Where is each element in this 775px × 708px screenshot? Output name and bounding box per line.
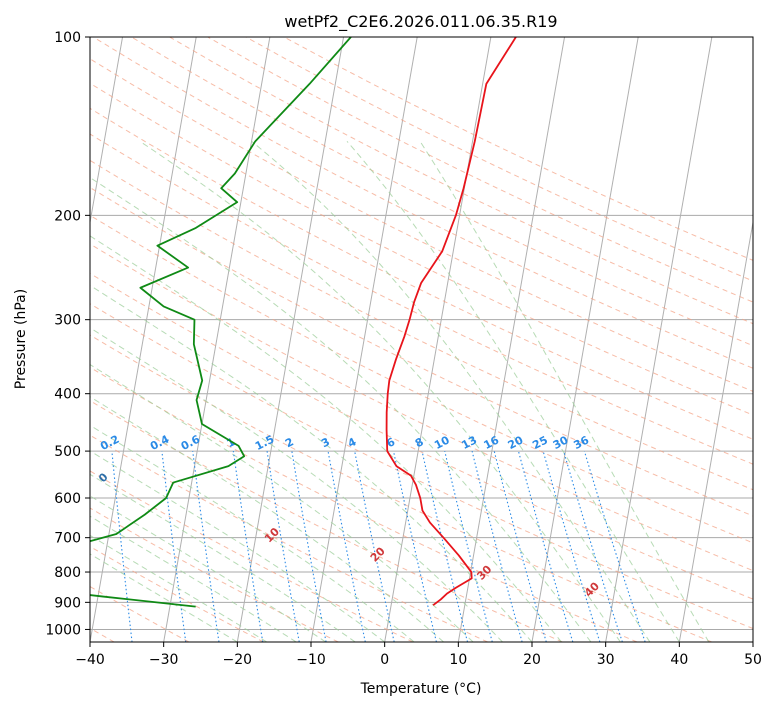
- y-tick-label: 500: [54, 444, 81, 460]
- y-tick-label: 700: [54, 531, 81, 547]
- dry-adiabat-line: [93, 37, 753, 369]
- moist-adiabat-line: [90, 495, 327, 642]
- plot-frame: [89, 36, 754, 643]
- dry-adiabat-line: [90, 303, 753, 630]
- dry-adiabat-line: [90, 400, 563, 642]
- x-tick-label: −40: [75, 652, 105, 668]
- dry-adiabat-line: [90, 272, 753, 600]
- y-tick-label: 800: [54, 565, 81, 581]
- x-tick-label: −10: [296, 652, 326, 668]
- mixing-ratio-line: [421, 450, 469, 642]
- temperature-profile-line: [385, 37, 517, 606]
- moist-adiabat-line: [90, 396, 444, 642]
- chart-title: wetPf2_C2E6.2026.011.06.35.R19: [284, 12, 557, 32]
- mixing-ratio-line: [327, 451, 366, 642]
- mixing-ratio-line: [354, 450, 395, 642]
- isotherm-line: [678, 219, 753, 642]
- mixing-ratio-label: 13: [459, 434, 479, 453]
- isotherm-line: [90, 37, 124, 226]
- moist-adiabat-line: [90, 515, 297, 642]
- mixing-ratio-line: [583, 450, 646, 642]
- dry-adiabat-line: [90, 159, 753, 491]
- pressure-grid: [90, 37, 753, 630]
- x-axis-ticks: −40 −30 −20 −10 0 10 20 30 40 50: [75, 642, 762, 668]
- isotherm-line: [384, 37, 492, 642]
- mixing-ratio-label: 25: [530, 434, 550, 453]
- mixing-ratio-line: [471, 450, 523, 642]
- moist-adiabat-line: [419, 141, 710, 642]
- moist-adiabat-line: [139, 140, 621, 642]
- dewpoint-profile-line: [90, 37, 352, 608]
- dry-adiabat-line: [90, 507, 339, 642]
- sounding-profiles: [90, 37, 517, 608]
- mixing-ratio-line: [232, 451, 264, 642]
- x-axis-label: Temperature (°C): [360, 681, 482, 697]
- mixing-ratio-line: [542, 450, 601, 642]
- dry-adiabat-line: [90, 107, 753, 440]
- dry-adiabat-line: [90, 470, 414, 642]
- y-axis-ticks: 100 200 300 400 500 600 700 800 900 1000: [45, 30, 90, 638]
- mixing-ratio-line: [111, 451, 133, 642]
- moist-adiabat-line: [90, 235, 562, 642]
- isotherm-line: [90, 37, 197, 642]
- y-tick-label: 600: [54, 491, 81, 507]
- moist-adiabat-line: [90, 553, 238, 642]
- moist-adiabat-line: [90, 534, 268, 642]
- x-tick-label: −20: [223, 652, 253, 668]
- dry-adiabats: [90, 37, 753, 642]
- y-tick-label: 900: [54, 595, 81, 611]
- mixing-ratio-label: 16: [482, 433, 502, 452]
- mixing-ratio-line: [517, 450, 574, 642]
- moist-adiabat-line: [90, 284, 533, 642]
- y-tick-label: 1000: [45, 622, 81, 638]
- mixing-ratio-label: 10: [432, 433, 452, 452]
- x-tick-label: 20: [523, 652, 541, 668]
- dry-adiabat-line: [169, 37, 753, 325]
- dry-adiabat-line: [90, 243, 753, 572]
- x-tick-label: 0: [380, 652, 389, 668]
- x-tick-label: 40: [670, 652, 688, 668]
- mixing-ratio-label: 30: [551, 433, 571, 452]
- moist-adiabat-line: [251, 140, 651, 642]
- y-tick-label: 100: [54, 30, 81, 46]
- moist-adiabat-line: [90, 176, 592, 642]
- y-tick-label: 300: [54, 313, 81, 329]
- y-tick-label: 400: [54, 387, 81, 403]
- isotherm-line: [236, 37, 345, 642]
- mixing-ratio-line: [563, 450, 623, 642]
- moist-adiabat-line: [90, 327, 503, 642]
- isotherm-line: [163, 37, 271, 642]
- x-tick-label: 10: [449, 652, 467, 668]
- mixing-ratio-line: [444, 450, 493, 642]
- mixing-ratio-label: 36: [572, 433, 592, 452]
- mixing-ratio-line: [192, 451, 220, 642]
- x-tick-label: −30: [149, 652, 179, 668]
- moist-adiabats: [90, 140, 710, 642]
- dry-adiabat-line: [90, 434, 488, 642]
- y-tick-label: 200: [54, 208, 81, 224]
- dry-adiabat-line: [90, 82, 753, 416]
- mixing-ratio-label: 20: [506, 433, 526, 452]
- x-tick-label: 50: [744, 652, 762, 668]
- isotherm-line: [310, 37, 418, 642]
- moist-adiabat-line: [90, 450, 385, 642]
- x-tick-label: 30: [597, 652, 615, 668]
- mixing-ratio-line: [493, 450, 547, 642]
- dry-adiabat-line: [90, 214, 753, 544]
- y-axis-label: Pressure (hPa): [13, 289, 29, 389]
- mixing-ratio-line: [392, 450, 437, 642]
- moist-adiabat-line: [90, 424, 415, 642]
- isotherm-line: [605, 37, 713, 642]
